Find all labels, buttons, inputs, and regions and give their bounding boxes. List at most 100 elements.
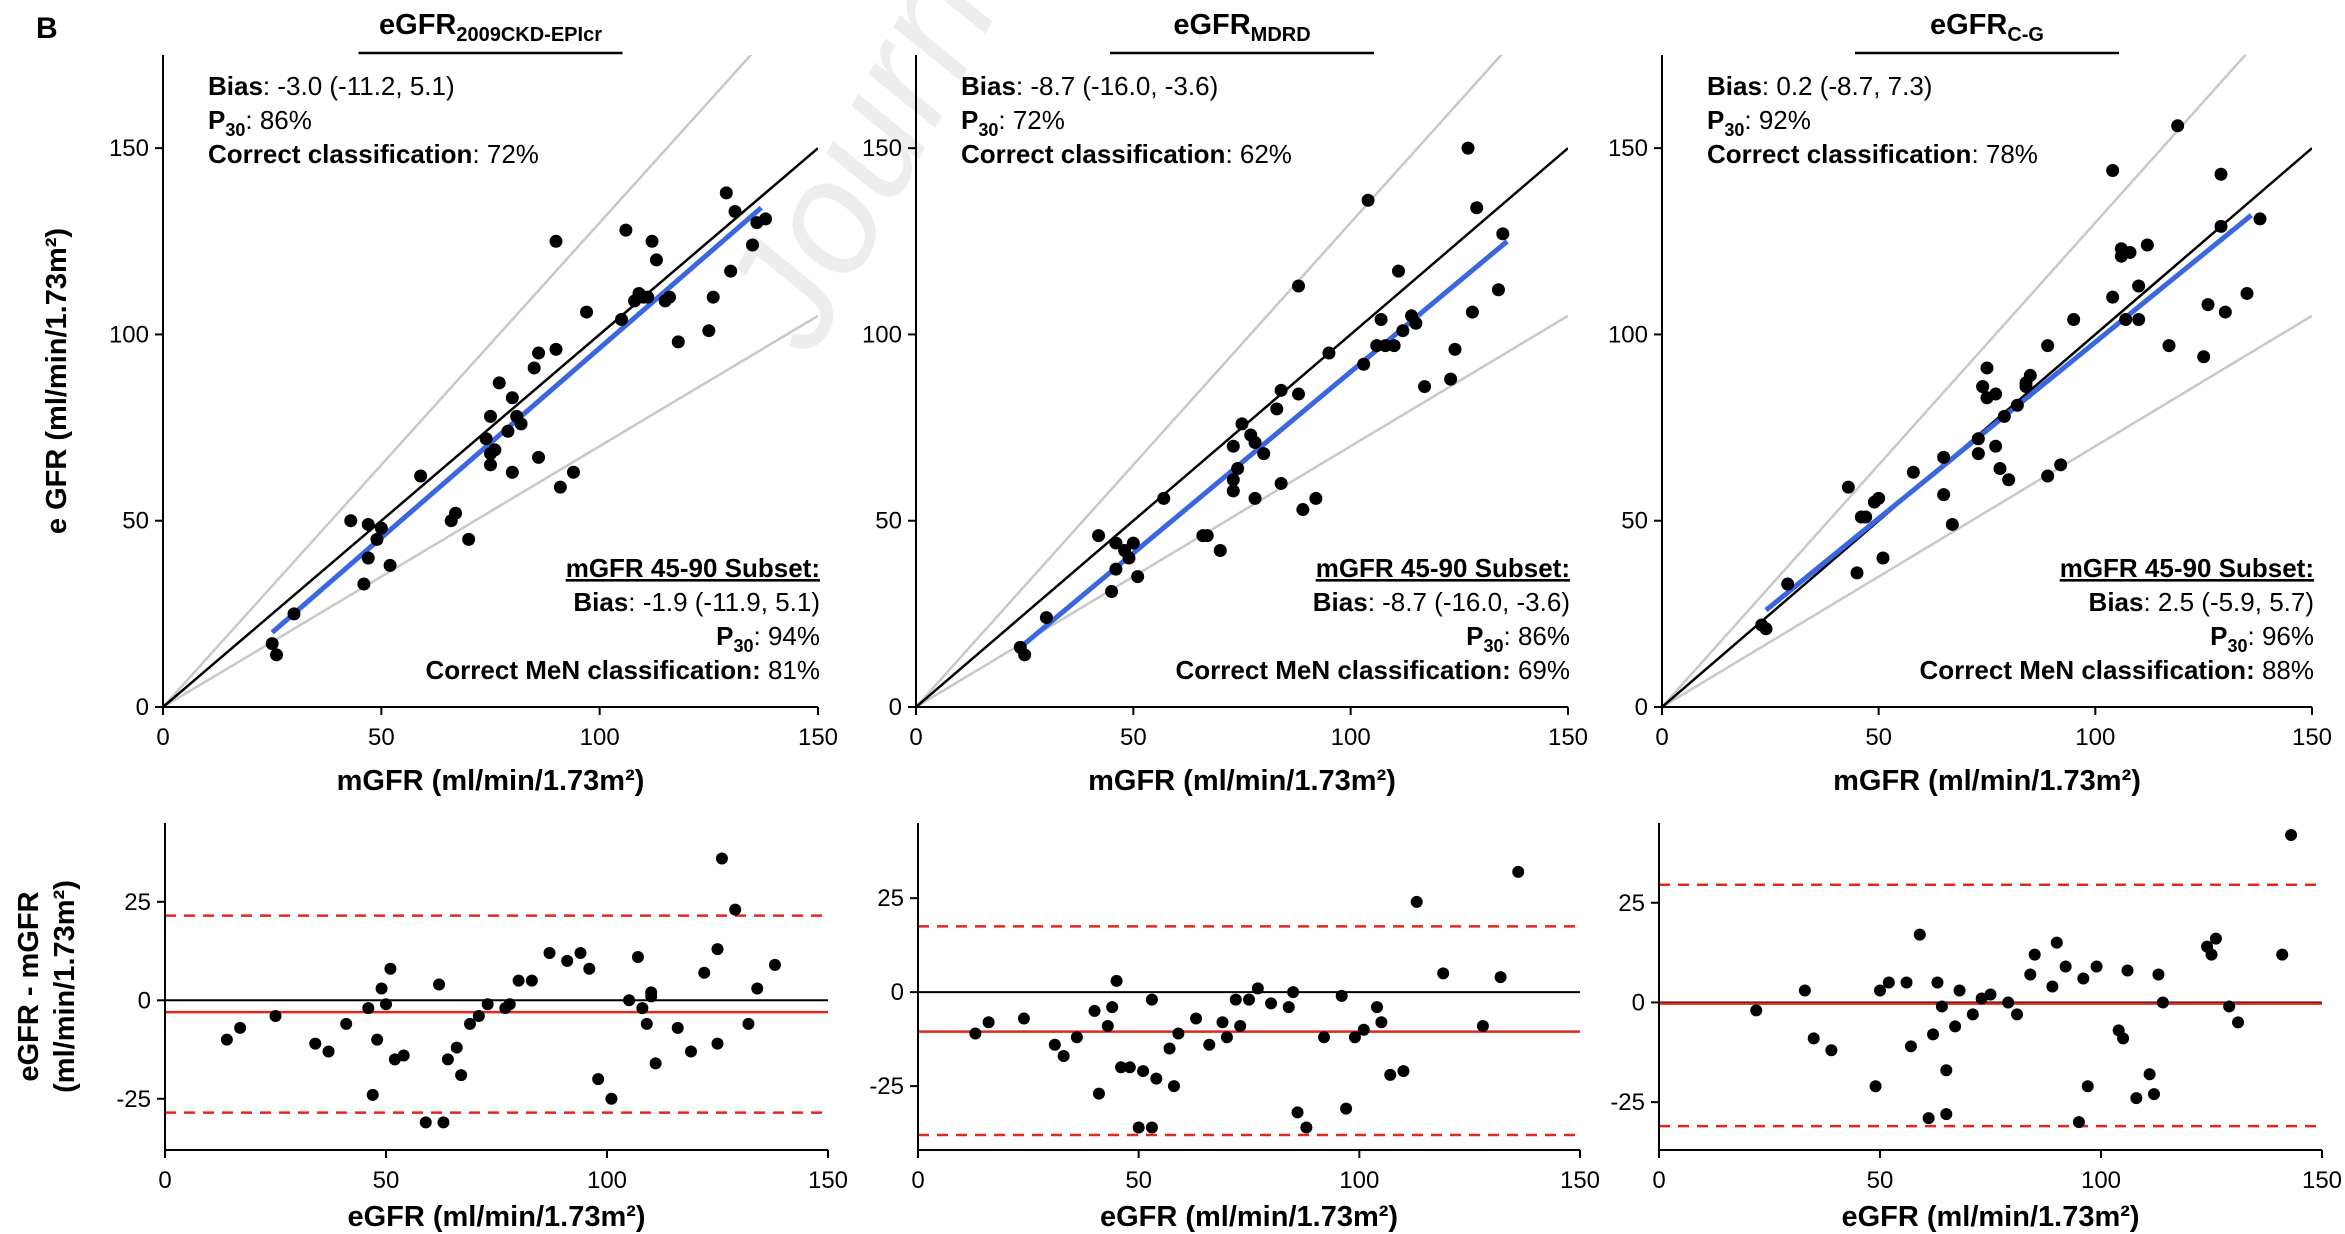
- data-point: [362, 1002, 375, 1015]
- data-point: [1980, 361, 1994, 375]
- overall-stat: Bias: -8.7 (-16.0, -3.6): [961, 71, 1218, 101]
- data-point: [636, 1002, 649, 1015]
- data-point: [1935, 1000, 1948, 1013]
- scatter-panel-3: 0 50 100 150 0 50 100 150 mGFR (ml/min/1.73m²) eG…: [1608, 9, 2332, 797]
- data-point: [702, 324, 716, 338]
- data-point: [270, 648, 284, 662]
- title-main: eGFR: [379, 9, 456, 41]
- x-tick-label: 0: [1655, 724, 1668, 751]
- overall-stat: Correct classification: 72%: [208, 139, 539, 169]
- data-point: [728, 204, 742, 218]
- data-point: [1318, 1031, 1331, 1044]
- data-point: [1190, 1012, 1203, 1025]
- subset-stat: Correct MeN classification: 88%: [1920, 655, 2314, 685]
- stat-label: P: [208, 105, 225, 135]
- overall-stat: Correct classification: 62%: [961, 139, 1292, 169]
- data-point: [1274, 383, 1288, 397]
- stat-label: Correct MeN classification:: [1176, 655, 1511, 685]
- data-point: [374, 521, 388, 535]
- x-tick-label: 100: [1339, 1167, 1379, 1194]
- data-point: [220, 1033, 233, 1046]
- y-tick-label: 150: [862, 135, 902, 162]
- data-point: [492, 376, 506, 390]
- stat-subscript: 30: [978, 120, 998, 140]
- y-tick-label: 100: [109, 321, 149, 348]
- data-point: [1971, 447, 1985, 461]
- data-point: [1110, 974, 1123, 987]
- data-point: [1984, 988, 1997, 1001]
- data-point: [527, 361, 541, 375]
- data-point: [2046, 980, 2059, 993]
- data-point: [1229, 993, 1242, 1006]
- data-point: [1092, 529, 1106, 543]
- data-point: [2130, 1092, 2143, 1105]
- y-tick-label: 50: [1621, 508, 1648, 535]
- data-point: [2162, 339, 2176, 353]
- data-point: [2152, 968, 2165, 981]
- data-point: [1937, 488, 1951, 502]
- data-point: [1126, 536, 1140, 550]
- data-point: [2232, 1016, 2245, 1029]
- data-point: [2010, 398, 2024, 412]
- data-point: [380, 998, 392, 1011]
- data-point: [371, 1033, 384, 1046]
- data-point: [1375, 1016, 1388, 1029]
- stat-value: : 86%: [1504, 621, 1571, 651]
- data-point: [768, 958, 781, 971]
- y-tick-label: 100: [1608, 321, 1648, 348]
- data-point: [525, 974, 538, 987]
- upper-p30-line: [163, 55, 753, 707]
- data-point: [1167, 1080, 1180, 1093]
- y-tick-label: 25: [124, 889, 151, 916]
- watermark: Journal: [685, 0, 1092, 375]
- data-point: [1384, 1068, 1397, 1081]
- overall-stat: Bias: -3.0 (-11.2, 5.1): [208, 71, 455, 101]
- data-point: [1274, 476, 1288, 490]
- stat-subscript: 30: [2227, 636, 2247, 656]
- stat-label: Bias: [2089, 587, 2144, 617]
- overall-stat: P30: 92%: [1707, 105, 1811, 140]
- panel-title: eGFR2009CKD-EPIcr: [379, 9, 602, 46]
- data-point: [1391, 264, 1405, 278]
- data-point: [1348, 1031, 1361, 1044]
- data-point: [1322, 346, 1336, 360]
- stat-value: 81%: [761, 655, 820, 685]
- data-point: [1287, 986, 1300, 999]
- data-point: [1410, 895, 1423, 908]
- stat-label: Bias: [573, 587, 628, 617]
- data-point: [505, 391, 519, 405]
- stat-label: Bias: [1313, 587, 1368, 617]
- stat-label: P: [1707, 105, 1724, 135]
- x-axis-label: mGFR (ml/min/1.73m²): [1833, 765, 2141, 797]
- lower-p30-line: [1662, 314, 2312, 707]
- data-point: [2002, 996, 2015, 1009]
- data-point: [265, 637, 279, 651]
- bland-altman-panel-1: 0 50 100 150 -25 0 25 eGFR (ml/min/1.73m²) eGFR …: [13, 823, 848, 1233]
- data-point: [309, 1037, 322, 1050]
- data-point: [1106, 1001, 1119, 1014]
- y-tick-label: 100: [862, 321, 902, 348]
- data-point: [2119, 313, 2133, 327]
- x-tick-label: 150: [1560, 1167, 1600, 1194]
- data-point: [641, 290, 655, 304]
- data-point: [2106, 290, 2120, 304]
- data-point: [370, 532, 384, 546]
- data-point: [592, 1073, 605, 1086]
- data-point: [462, 532, 476, 546]
- stat-value: 88%: [2255, 655, 2314, 685]
- data-point: [580, 305, 594, 319]
- stat-label: Correct classification: [208, 139, 472, 169]
- data-point: [1291, 1106, 1304, 1119]
- data-point: [397, 1049, 410, 1062]
- title-subscript: 2009CKD-EPIcr: [456, 24, 602, 46]
- data-point: [746, 238, 759, 252]
- data-point: [1109, 536, 1123, 550]
- data-point: [1131, 570, 1145, 584]
- data-point: [1448, 342, 1462, 356]
- data-point: [1088, 1004, 1101, 1017]
- data-point: [1949, 1020, 1962, 1033]
- data-point: [1248, 491, 1262, 505]
- data-point: [2132, 279, 2146, 293]
- stat-label: Correct classification: [961, 139, 1225, 169]
